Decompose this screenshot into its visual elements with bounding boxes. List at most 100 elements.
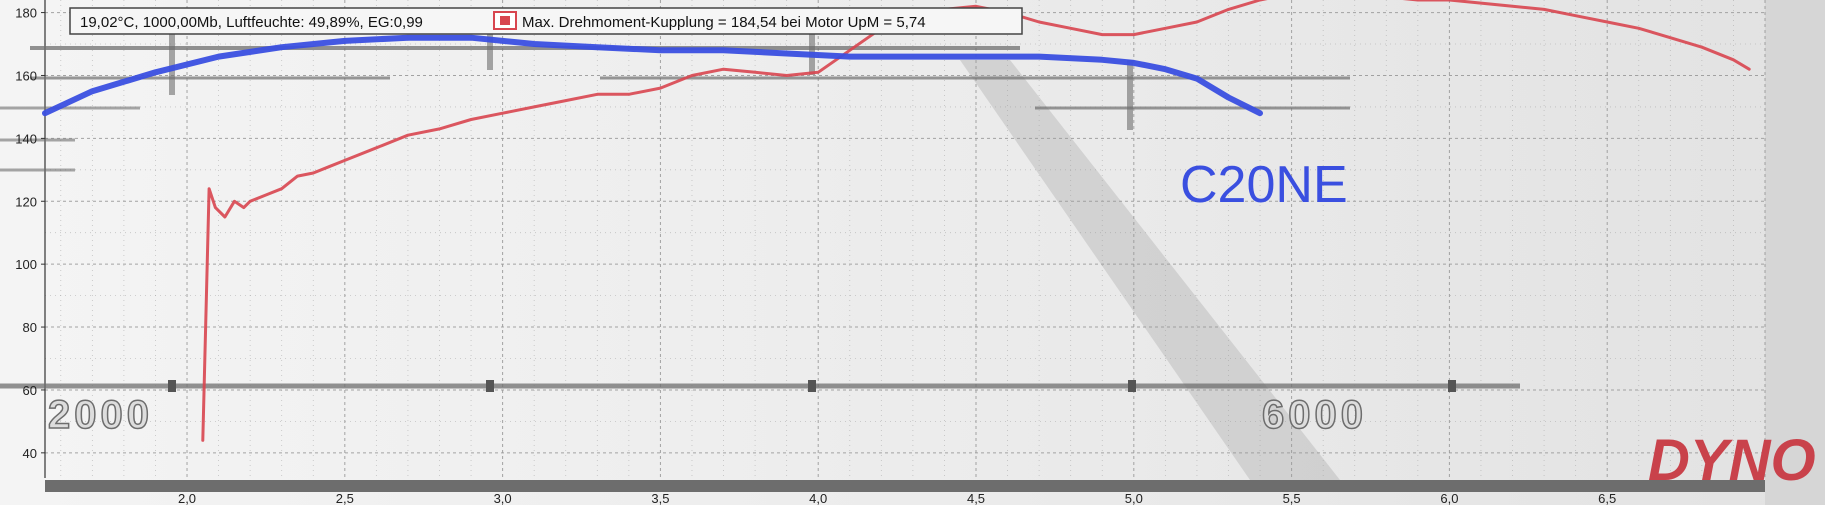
grid xyxy=(44,0,1766,478)
data-point xyxy=(344,40,345,41)
background-scale: 2000 6000 xyxy=(0,25,1520,438)
data-point xyxy=(755,72,756,73)
data-point xyxy=(1165,28,1166,29)
series-label-c20ne: C20NE xyxy=(1180,156,1348,214)
y-tick-label: 40 xyxy=(23,446,37,461)
data-point xyxy=(1749,69,1750,70)
data-point xyxy=(1670,37,1671,38)
paper-shadow xyxy=(960,60,1340,480)
scale-label-right: 6000 xyxy=(1262,393,1367,437)
series-group xyxy=(42,0,1751,442)
data-point xyxy=(534,106,535,107)
x-tick-label: 6,5 xyxy=(1598,491,1616,505)
x-tick-label: 3,0 xyxy=(494,491,512,505)
data-point xyxy=(502,113,503,114)
legend-max-torque: Max. Drehmoment-Kupplung = 184,54 bei Mo… xyxy=(522,14,926,31)
data-point xyxy=(565,100,566,101)
data-point xyxy=(1733,59,1734,60)
data-point xyxy=(281,188,282,189)
data-point xyxy=(234,201,235,202)
data-point xyxy=(250,201,251,202)
data-point xyxy=(786,75,787,76)
x-tick-label: 2,0 xyxy=(178,491,196,505)
data-point xyxy=(534,43,535,44)
data-point xyxy=(849,56,850,57)
data-point xyxy=(407,37,408,38)
data-point xyxy=(328,166,329,167)
data-point xyxy=(660,50,661,51)
data-point xyxy=(1165,69,1166,70)
data-point xyxy=(818,72,819,73)
data-point xyxy=(471,119,472,120)
y-tick-label: 120 xyxy=(15,194,37,209)
y-tick-label: 60 xyxy=(23,383,37,398)
data-point xyxy=(218,56,219,57)
data-point xyxy=(1544,9,1545,10)
x-axis-strip xyxy=(45,480,1765,492)
data-point xyxy=(1070,28,1071,29)
data-point xyxy=(786,53,787,54)
data-point xyxy=(1133,62,1134,63)
legend-swatch-fill xyxy=(500,16,510,25)
legend: 19,02°C, 1000,00Mb, Luftfeuchte: 49,89%,… xyxy=(69,7,1023,35)
x-tick-label: 4,0 xyxy=(809,491,827,505)
data-point xyxy=(1259,113,1260,114)
data-point xyxy=(243,207,244,208)
data-point xyxy=(975,56,976,57)
data-point xyxy=(691,75,692,76)
data-point xyxy=(202,440,203,441)
data-point xyxy=(912,56,913,57)
data-point xyxy=(1228,9,1229,10)
data-point xyxy=(407,135,408,136)
data-point xyxy=(597,94,598,95)
data-point xyxy=(1607,21,1608,22)
x-tick-label: 5,5 xyxy=(1283,491,1301,505)
x-tick-label: 2,5 xyxy=(336,491,354,505)
data-point xyxy=(281,47,282,48)
data-point xyxy=(376,147,377,148)
data-point xyxy=(1480,3,1481,4)
data-point xyxy=(1575,15,1576,16)
data-point xyxy=(1039,21,1040,22)
data-point xyxy=(1133,34,1134,35)
data-point xyxy=(723,69,724,70)
data-point xyxy=(1701,47,1702,48)
y-tick-label: 100 xyxy=(15,257,37,272)
data-point xyxy=(660,88,661,89)
data-point xyxy=(313,172,314,173)
paper-edge xyxy=(1765,0,1825,505)
data-point xyxy=(297,176,298,177)
data-point xyxy=(344,160,345,161)
torque-curve-blue xyxy=(42,34,1263,117)
data-point xyxy=(224,216,225,217)
data-point xyxy=(209,188,210,189)
x-tick-label: 3,5 xyxy=(651,491,669,505)
legend-conditions: 19,02°C, 1000,00Mb, Luftfeuchte: 49,89%,… xyxy=(80,14,423,31)
data-point xyxy=(1512,6,1513,7)
data-point xyxy=(628,94,629,95)
data-point xyxy=(1196,78,1197,79)
legend-box xyxy=(69,7,1023,35)
data-point xyxy=(155,72,156,73)
y-tick-label: 160 xyxy=(15,68,37,83)
data-point xyxy=(849,50,850,51)
torque-curve-red xyxy=(201,0,1751,442)
data-point xyxy=(215,207,216,208)
data-point xyxy=(723,50,724,51)
data-point xyxy=(1638,28,1639,29)
data-point xyxy=(597,47,598,48)
data-point xyxy=(265,194,266,195)
x-tick-label: 4,5 xyxy=(967,491,985,505)
data-point xyxy=(1196,21,1197,22)
data-point xyxy=(975,6,976,7)
data-point xyxy=(471,37,472,38)
dyno-logo: DYNO xyxy=(1648,428,1816,493)
y-tick-label: 80 xyxy=(23,320,37,335)
scale-label-left: 2000 xyxy=(48,393,153,437)
x-tick-label: 6,0 xyxy=(1440,491,1458,505)
y-tick-label: 180 xyxy=(15,6,37,21)
y-tick-label: 140 xyxy=(15,131,37,146)
data-point xyxy=(1102,34,1103,35)
data-point xyxy=(1102,59,1103,60)
